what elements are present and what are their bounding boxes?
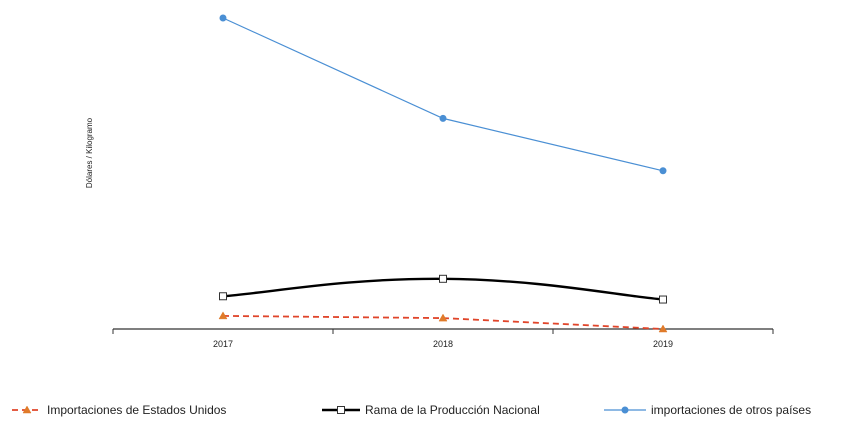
data-point-series-3 (439, 114, 447, 122)
data-point-series-2 (439, 274, 447, 283)
data-point-series-1 (218, 311, 228, 320)
legend-item-2: Rama de la Producción Nacional (322, 403, 540, 417)
data-point-series-3 (659, 167, 667, 175)
plot-area: 2017 2018 2019 (112, 14, 774, 349)
legend-label: Rama de la Producción Nacional (365, 403, 540, 417)
data-point-series-3 (219, 14, 227, 22)
x-tick-label: 2017 (213, 339, 233, 349)
data-point-series-1 (658, 324, 668, 333)
y-axis-label: Dólares / Kilogramo (85, 117, 94, 188)
x-tick-label: 2018 (433, 339, 453, 349)
legend-marker (337, 406, 345, 414)
legend-label: importaciones de otros países (651, 403, 811, 417)
data-point-series-2 (219, 292, 227, 301)
series-line-3 (222, 17, 664, 172)
legend-label: Importaciones de Estados Unidos (47, 403, 226, 417)
legend-item-1: Importaciones de Estados Unidos (12, 403, 226, 417)
x-tick-label: 2019 (653, 339, 673, 349)
legend-marker (621, 406, 629, 414)
legend-marker (22, 405, 32, 414)
legend-item-3: importaciones de otros países (604, 403, 811, 417)
data-point-series-1 (438, 313, 448, 322)
legend: Importaciones de Estados Unidos Rama de l… (12, 403, 811, 417)
data-point-series-2 (659, 295, 667, 304)
